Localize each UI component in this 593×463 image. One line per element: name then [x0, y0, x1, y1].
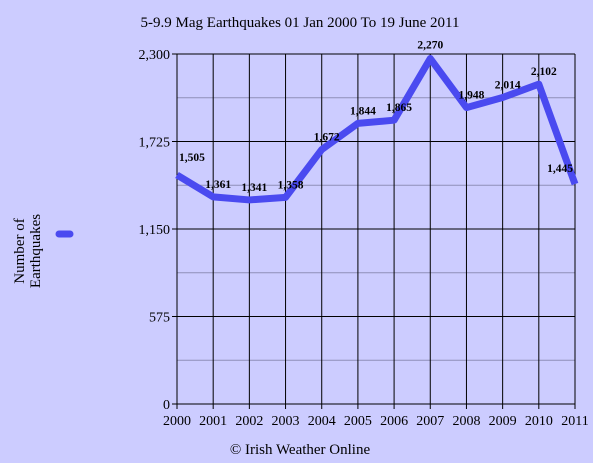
x-tick-label: 2002: [235, 414, 263, 429]
credit-text: © Irish Weather Online: [230, 442, 371, 458]
data-label: 1,341: [241, 182, 267, 194]
chart-title: 5-9.9 Mag Earthquakes 01 Jan 2000 To 19 …: [141, 15, 460, 31]
x-tick-label: 2007: [416, 414, 444, 429]
data-label: 1,844: [350, 105, 376, 117]
data-label: 2,102: [531, 66, 557, 78]
data-label: 1,672: [314, 132, 340, 144]
data-label: 2,014: [495, 80, 521, 92]
y-tick-label: 1,150: [139, 223, 171, 238]
x-tick-label: 2011: [561, 414, 588, 429]
y-tick-label: 0: [163, 398, 170, 413]
x-tick-label: 2010: [525, 414, 553, 429]
data-labels: 1,505 1,361 1,341 1,358 1,672 1,844 1,865 2,270…: [179, 40, 573, 194]
axis-ticks: 0 575 1,150 1,725 2,300 2000 2001 2002 2003 2004 2…: [139, 48, 589, 429]
data-label: 2,270: [417, 40, 443, 52]
x-tick-label: 2006: [380, 414, 408, 429]
x-tick-label: 2001: [199, 414, 227, 429]
y-tick-label: 575: [149, 311, 170, 326]
series-line: [175, 55, 579, 204]
series-line-path: [175, 55, 579, 204]
data-label: 1,505: [179, 152, 205, 164]
x-tick-label: 2000: [163, 414, 191, 429]
x-tick-label: 2005: [344, 414, 372, 429]
x-tick-label: 2008: [452, 414, 480, 429]
data-label: 1,445: [547, 163, 573, 175]
y-tick-label: 1,725: [139, 136, 171, 151]
y-axis-label-line-1: Number of: [12, 218, 28, 283]
y-axis-label: Number of Earthquakes: [12, 214, 44, 288]
data-label: 1,361: [205, 179, 231, 191]
x-tick-label: 2003: [272, 414, 300, 429]
x-tick-label: 2009: [489, 414, 517, 429]
data-label: 1,358: [278, 179, 304, 191]
y-axis-label-line-2: Earthquakes: [28, 214, 44, 288]
data-label: 1,865: [386, 102, 412, 114]
y-tick-label: 2,300: [139, 48, 171, 63]
data-label: 1,948: [459, 90, 485, 102]
x-tick-label: 2004: [308, 414, 336, 429]
gridlines: [172, 53, 576, 409]
